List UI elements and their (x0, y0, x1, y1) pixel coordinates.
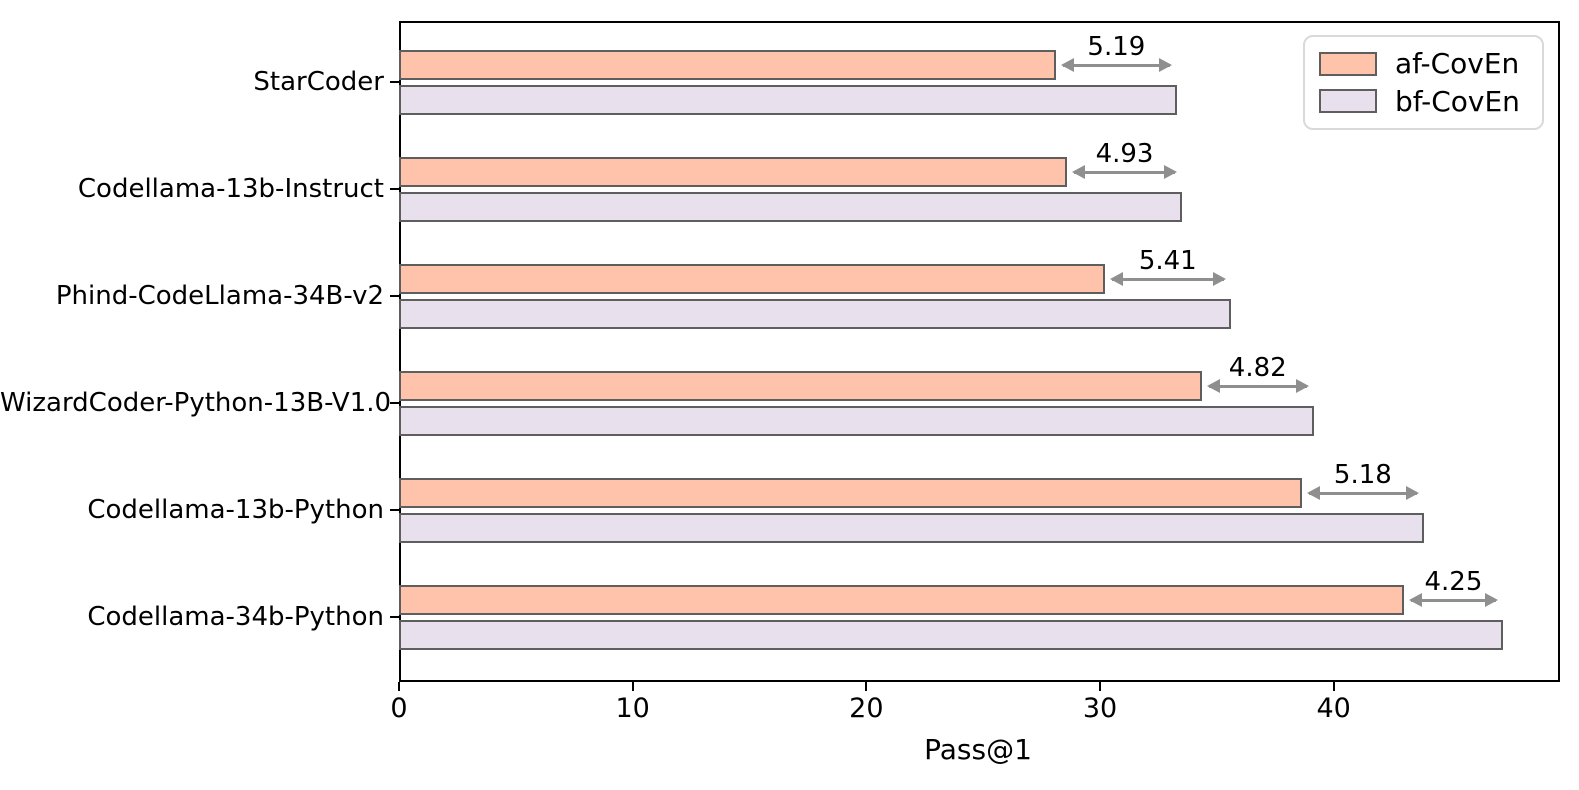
y-category-label: StarCoder (253, 67, 384, 97)
legend-entry-af-coven: af-CovEn (1319, 47, 1528, 80)
arrow-head-right-icon (1163, 165, 1177, 179)
difference-arrow (1109, 272, 1226, 286)
x-tick-label: 20 (849, 693, 884, 724)
y-tick-mark (390, 402, 399, 404)
bar-bf-coven (399, 192, 1182, 222)
bar-bf-coven (399, 406, 1314, 436)
x-tick-label: 10 (615, 693, 650, 724)
bar-af-coven (399, 371, 1202, 401)
difference-arrow (1408, 593, 1499, 607)
y-tick-mark (390, 616, 399, 618)
difference-arrow (1206, 379, 1309, 393)
y-category-label: Codellama-34b-Python (87, 602, 384, 632)
arrow-head-right-icon (1485, 593, 1499, 607)
x-axis-title: Pass@1 (924, 733, 1032, 766)
arrow-head-left-icon (1072, 165, 1086, 179)
x-tick-mark (1099, 682, 1101, 691)
bar-bf-coven (399, 299, 1231, 329)
arrow-head-left-icon (1060, 58, 1074, 72)
bar-bf-coven (399, 513, 1424, 543)
arrow-head-left-icon (1307, 486, 1321, 500)
arrow-head-left-icon (1109, 272, 1123, 286)
bar-bf-coven (399, 85, 1178, 115)
arrow-head-right-icon (1295, 379, 1309, 393)
difference-value-label: 4.82 (1228, 353, 1287, 383)
x-tick-mark (1332, 682, 1335, 691)
bar-af-coven (399, 50, 1056, 80)
x-tick-label: 0 (390, 693, 408, 724)
x-tick-mark (631, 682, 634, 691)
y-tick-mark (390, 188, 399, 190)
arrow-head-left-icon (1206, 379, 1220, 393)
arrow-head-left-icon (1408, 593, 1422, 607)
bar-af-coven (399, 585, 1404, 615)
y-category-label: Codellama-13b-Instruct (77, 174, 384, 204)
y-tick-mark (390, 509, 399, 511)
legend: af-CovEn bf-CovEn (1303, 35, 1544, 130)
bar-bf-coven (399, 620, 1504, 650)
bf-coven-swatch-icon (1319, 89, 1377, 114)
arrow-head-right-icon (1212, 272, 1226, 286)
y-category-label: Phind-CodeLlama-34B-v2 (55, 281, 384, 311)
difference-value-label: 5.18 (1333, 460, 1392, 490)
af-coven-swatch-icon (1319, 51, 1377, 76)
difference-value-label: 5.19 (1087, 32, 1146, 62)
difference-value-label: 4.93 (1095, 139, 1154, 169)
legend-label-bf-coven: bf-CovEn (1395, 84, 1520, 118)
legend-entry-bf-coven: bf-CovEn (1319, 85, 1528, 118)
y-category-label: Codellama-13b-Python (87, 495, 384, 525)
legend-label-af-coven: af-CovEn (1395, 47, 1520, 81)
x-tick-label: 40 (1316, 693, 1351, 724)
difference-value-label: 4.25 (1424, 567, 1483, 597)
difference-arrow (1060, 58, 1173, 72)
bar-af-coven (399, 478, 1303, 508)
y-tick-mark (390, 295, 399, 297)
arrow-head-right-icon (1159, 58, 1173, 72)
x-tick-label: 30 (1082, 693, 1118, 724)
plot-area (399, 21, 1560, 682)
bar-af-coven (399, 157, 1068, 187)
x-tick-mark (398, 682, 400, 691)
difference-arrow (1307, 486, 1419, 500)
difference-value-label: 5.41 (1138, 246, 1197, 276)
bar-af-coven (399, 264, 1105, 294)
y-category-label: WizardCoder-Python-13B-V1.0 (0, 388, 392, 418)
x-tick-mark (865, 682, 868, 691)
difference-arrow (1072, 165, 1177, 179)
y-tick-mark (390, 81, 399, 83)
arrow-head-right-icon (1405, 486, 1419, 500)
